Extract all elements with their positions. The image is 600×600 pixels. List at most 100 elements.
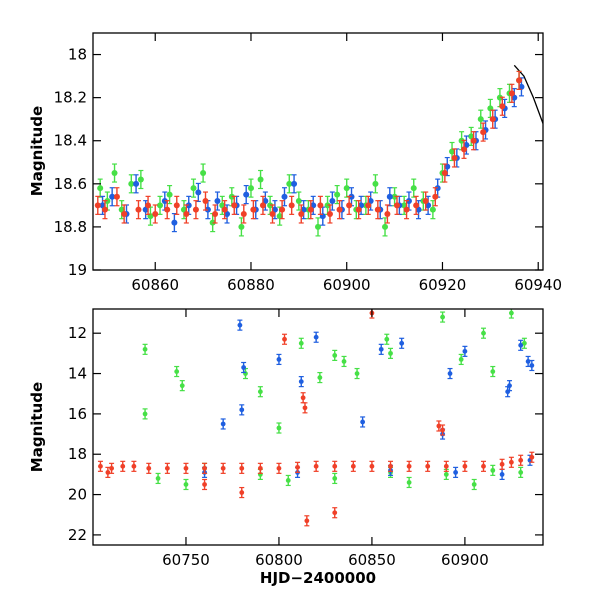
- top-series-0-point-26: [343, 178, 350, 198]
- bottom-series-2-point-12: [295, 461, 301, 473]
- top-x-tick-label-2: 60900: [323, 276, 371, 294]
- bottom-series-0-point-15: [440, 311, 446, 323]
- bottom-series-2-point-31: [332, 507, 338, 519]
- bottom-series-2-point-20: [443, 460, 449, 472]
- bottom-series-0-point-17: [480, 327, 486, 339]
- top-series-2-point-3: [121, 204, 128, 224]
- top-y-tick-label-0: 18: [68, 46, 87, 64]
- bottom-series-2-point-27: [282, 333, 288, 345]
- bottom-series-0-point-10: [332, 349, 338, 361]
- top-series-0-point-0: [97, 178, 104, 198]
- top-series-0-point-4: [128, 174, 135, 194]
- top-series-2-point-30: [384, 204, 391, 224]
- top-series-0-point-5: [137, 169, 144, 190]
- bottom-series-2-point-0: [97, 460, 103, 472]
- top-series-2-point-42: [499, 96, 506, 116]
- top-series-2-point-32: [403, 200, 410, 220]
- bottom-series-2-point-16: [369, 460, 375, 472]
- top-series-2-point-2: [113, 187, 120, 207]
- bottom-series-2-point-37: [202, 478, 208, 491]
- top-plot-area: [94, 64, 543, 237]
- top-series-1-point-13: [243, 184, 250, 205]
- bottom-series-2-point-4: [146, 462, 152, 474]
- top-series-2-point-0: [94, 195, 101, 215]
- bottom-series-1-point-14: [507, 380, 513, 392]
- bottom-series-1-point-2: [239, 404, 245, 416]
- top-series-2-point-23: [317, 195, 324, 215]
- bottom-y-tick-label-2: 16: [68, 405, 87, 423]
- bottom-series-0-point-11: [341, 355, 347, 368]
- top-y-tick-label-1: 18.2: [54, 89, 87, 107]
- top-series-0-point-17: [257, 169, 264, 190]
- bottom-series-2-point-33: [436, 420, 442, 432]
- bottom-series-0-point-19: [508, 309, 514, 319]
- bottom-series-1-point-9: [399, 337, 405, 349]
- bottom-series-2-point-36: [239, 486, 245, 499]
- top-series-2-point-25: [336, 200, 343, 220]
- bottom-panel: 60750 60800 60850 60900 12 14 16 18 20 22 Magnitu…: [28, 308, 544, 587]
- bottom-series-0-point-30: [471, 478, 477, 491]
- bottom-series-1-point-4: [276, 353, 282, 366]
- bottom-series-1-point-22: [499, 468, 505, 481]
- top-series-2-point-6: [152, 204, 159, 224]
- top-x-tick-label-4: 60940: [514, 276, 562, 294]
- bottom-series-0-point-9: [317, 371, 323, 384]
- bottom-series-0-point-14: [388, 347, 394, 359]
- top-series-2-point-14: [231, 195, 238, 215]
- top-y-tick-label-4: 18.8: [54, 218, 87, 236]
- top-series-0-point-35: [429, 200, 436, 220]
- bottom-series-0-point-3: [179, 380, 185, 392]
- bottom-series-2-point-25: [518, 454, 524, 466]
- bottom-x-tick-label-3: 60900: [441, 551, 489, 569]
- bottom-x-tick-label-1: 60800: [255, 551, 303, 569]
- top-series-2-point-26: [346, 195, 353, 215]
- top-series-2-point-10: [192, 200, 199, 220]
- bottom-series-2-point-21: [462, 460, 468, 472]
- bottom-series-2-point-9: [239, 462, 245, 474]
- bottom-series-0-point-1: [142, 408, 148, 420]
- top-series-2-point-5: [145, 195, 152, 215]
- bottom-series-2-point-14: [332, 460, 338, 472]
- top-series-0-point-15: [238, 217, 245, 237]
- bottom-y-tick-label-5: 22: [68, 526, 87, 544]
- bottom-series-2-point-8: [220, 462, 226, 474]
- top-y-tick-label-3: 18.6: [54, 175, 87, 193]
- bottom-series-2-point-15: [350, 460, 356, 472]
- top-series-2-point-18: [269, 204, 276, 224]
- bottom-series-0-point-18: [490, 365, 496, 378]
- top-x-tick-label-3: 60920: [419, 276, 467, 294]
- bottom-series-0-point-13: [384, 333, 390, 345]
- top-series-0-point-11: [200, 163, 207, 183]
- bottom-series-0-point-2: [174, 365, 180, 378]
- bottom-series-0-point-20: [521, 337, 527, 349]
- top-series-0-point-2: [111, 163, 118, 183]
- top-series-2-point-40: [480, 122, 487, 142]
- bottom-series-1-point-3: [241, 361, 247, 374]
- top-series-2-point-12: [212, 204, 219, 224]
- bottom-series-2-point-5: [164, 462, 170, 474]
- top-y-tick-label-2: 18.4: [54, 132, 87, 150]
- top-series-0-point-40: [477, 109, 484, 129]
- bottom-series-2-point-2: [120, 460, 126, 472]
- top-series-2-point-43: [508, 83, 515, 103]
- top-series-2-point-38: [461, 139, 468, 159]
- bottom-series-2-point-22: [480, 460, 486, 472]
- bottom-series-0-point-28: [285, 474, 291, 487]
- top-series-0-point-33: [410, 178, 417, 198]
- bottom-series-2-point-13: [313, 460, 319, 472]
- top-series-0-point-29: [372, 174, 379, 194]
- top-series-0-point-7: [157, 195, 164, 215]
- bottom-series-2-point-26: [529, 451, 535, 463]
- top-series-2-point-24: [326, 204, 333, 224]
- bottom-series-1-point-17: [529, 359, 535, 372]
- top-y-tick-label-5: 19: [68, 261, 87, 279]
- top-series-1-point-6: [171, 213, 178, 233]
- top-series-2-point-20: [288, 195, 295, 215]
- bottom-series-0-point-8: [298, 337, 304, 349]
- top-series-2-point-8: [173, 195, 180, 215]
- bottom-series-2-point-11: [276, 462, 282, 474]
- bottom-series-1-point-21: [453, 466, 459, 478]
- top-series-1-point-10: [214, 191, 221, 211]
- bottom-series-1-point-5: [298, 376, 304, 388]
- top-y-axis-title: Magnitude: [28, 106, 46, 196]
